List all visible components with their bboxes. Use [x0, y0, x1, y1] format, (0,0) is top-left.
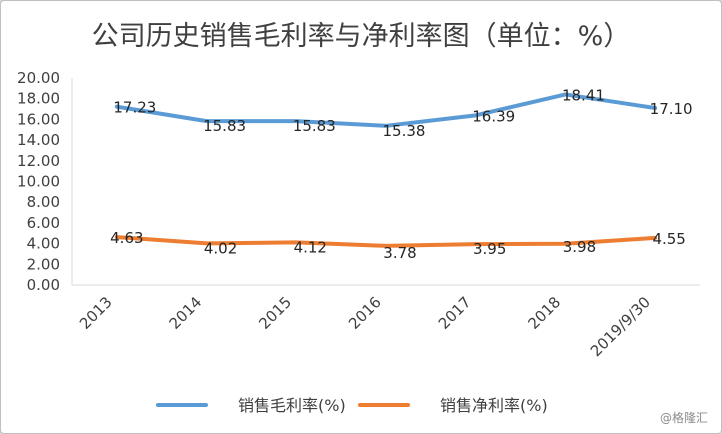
y-tick-label: 0.00 [27, 276, 60, 294]
legend-label-2: 销售净利率(%) [440, 396, 548, 415]
legend-label-1: 销售毛利率(%) [238, 396, 346, 415]
x-tick-label: 2017 [435, 293, 475, 333]
x-tick-label: 2013 [76, 293, 116, 333]
data-label: 4.02 [204, 239, 237, 257]
y-tick-label: 18.00 [17, 90, 60, 108]
y-tick-label: 14.00 [17, 131, 60, 149]
x-tick-label: 2018 [525, 293, 565, 333]
data-label: 4.63 [110, 229, 143, 247]
data-label: 18.41 [562, 86, 605, 104]
chart-title: 公司历史销售毛利率与净利率图（单位：%） [91, 21, 631, 52]
y-tick-label: 16.00 [17, 110, 60, 128]
y-axis-ticks: 0.00 2.00 4.00 6.00 8.00 10.00 12.00 14.00 16.00… [17, 69, 60, 294]
data-labels: 17.23 15.83 15.83 15.38 16.39 18.41 17.10 4.63 4… [110, 86, 692, 261]
legend: 销售毛利率(%) 销售净利率(%) [156, 396, 548, 415]
data-label: 17.23 [113, 99, 156, 117]
x-axis-ticks: 2013 2014 2015 2016 2017 2018 2019/9/30 [76, 293, 654, 360]
data-label: 4.12 [294, 238, 327, 256]
y-tick-label: 10.00 [17, 173, 60, 191]
data-label: 3.78 [383, 244, 416, 262]
x-tick-label: 2019/9/30 [587, 293, 654, 360]
data-label: 15.83 [203, 117, 246, 135]
y-tick-label: 12.00 [17, 152, 60, 170]
data-label: 15.38 [383, 122, 426, 140]
data-label: 4.55 [652, 230, 685, 248]
y-tick-label: 6.00 [27, 214, 60, 232]
y-tick-label: 2.00 [27, 255, 60, 273]
data-label: 3.98 [563, 238, 596, 256]
y-tick-label: 8.00 [27, 193, 60, 211]
x-tick-label: 2015 [255, 293, 295, 333]
series-line-2 [114, 235, 658, 248]
watermark: @格隆汇 [659, 411, 708, 425]
x-tick-label: 2016 [345, 293, 385, 333]
data-label: 3.95 [473, 240, 506, 258]
series-line-1 [114, 92, 658, 128]
data-label: 15.83 [293, 117, 336, 135]
y-tick-label: 4.00 [27, 235, 60, 253]
x-tick-label: 2014 [166, 293, 206, 333]
series-lines [114, 92, 658, 248]
data-label: 16.39 [472, 107, 515, 125]
data-label: 17.10 [650, 100, 693, 118]
y-tick-label: 20.00 [17, 69, 60, 87]
